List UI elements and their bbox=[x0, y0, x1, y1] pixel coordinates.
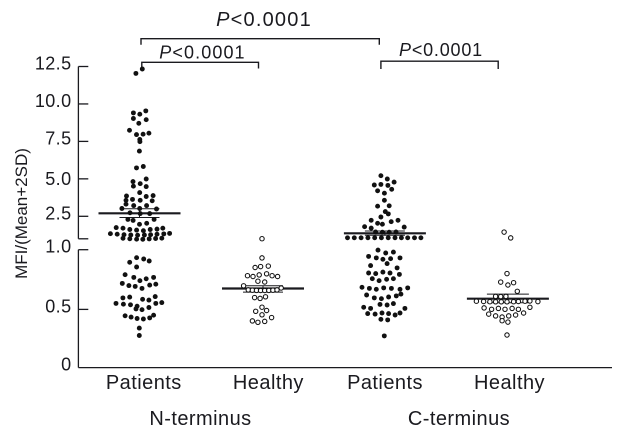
svg-text:Healthy: Healthy bbox=[233, 372, 304, 394]
svg-text:0: 0 bbox=[61, 355, 71, 375]
svg-text:1.0: 1.0 bbox=[45, 237, 71, 257]
svg-text:Patients: Patients bbox=[106, 372, 182, 394]
svg-text:12.5: 12.5 bbox=[35, 54, 72, 74]
svg-text:N-terminus: N-terminus bbox=[149, 408, 251, 430]
svg-text:Patients: Patients bbox=[347, 372, 423, 394]
svg-text:0.5: 0.5 bbox=[45, 296, 71, 316]
svg-text:P<0.0001: P<0.0001 bbox=[216, 9, 312, 31]
svg-text:P<0.0001: P<0.0001 bbox=[159, 43, 245, 63]
svg-text:MFI/(Mean+2SD): MFI/(Mean+2SD) bbox=[12, 148, 31, 279]
svg-text:10.0: 10.0 bbox=[35, 91, 72, 111]
svg-text:7.5: 7.5 bbox=[45, 128, 71, 148]
svg-text:5.0: 5.0 bbox=[45, 169, 71, 189]
svg-text:C-terminus: C-terminus bbox=[408, 408, 510, 430]
svg-text:2.5: 2.5 bbox=[45, 203, 71, 223]
svg-text:Healthy: Healthy bbox=[474, 372, 545, 394]
svg-text:P<0.0001: P<0.0001 bbox=[399, 40, 483, 60]
